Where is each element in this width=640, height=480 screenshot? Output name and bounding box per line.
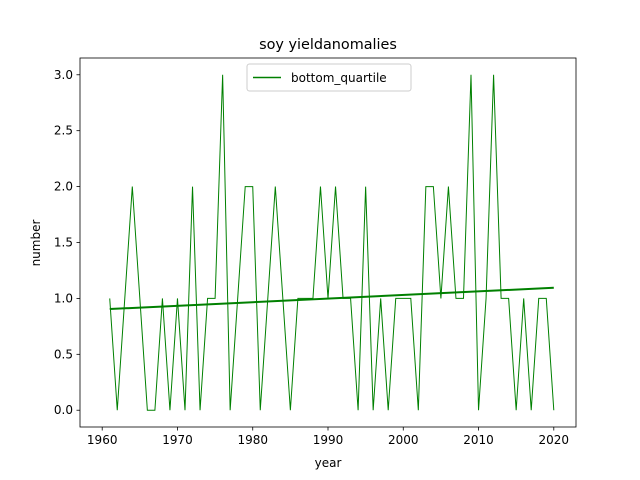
x-tick-label: 1980 [237,433,268,447]
x-tick-label: 1970 [162,433,193,447]
y-tick-label: 1.0 [54,291,73,305]
x-tick-label: 2000 [388,433,419,447]
y-tick-label: 2.5 [54,124,73,138]
y-tick-label: 1.5 [54,236,73,250]
x-tick-label: 1990 [313,433,344,447]
x-tick-label: 2010 [463,433,494,447]
legend-box [246,63,412,92]
y-tick-label: 3.0 [54,68,73,82]
legend-label: bottom_quartile [291,71,387,85]
trend-line [109,286,554,311]
y-tick-label: 0.5 [54,347,73,361]
x-axis-label: year [315,456,342,470]
y-tick-label: 2.0 [54,180,73,194]
x-tick-label: 1960 [87,433,118,447]
plot-area: 1960 1970 1980 1990 2000 2010 2020 0.0 0.5 1.0 1.5… [54,57,577,447]
y-axis-label: number [29,220,43,267]
y-tick-label: 0.0 [54,403,73,417]
chart-title: soy yieldanomalies [259,37,397,53]
series-line-bottom_quartile [109,74,555,411]
x-tick-label: 2020 [539,433,570,447]
